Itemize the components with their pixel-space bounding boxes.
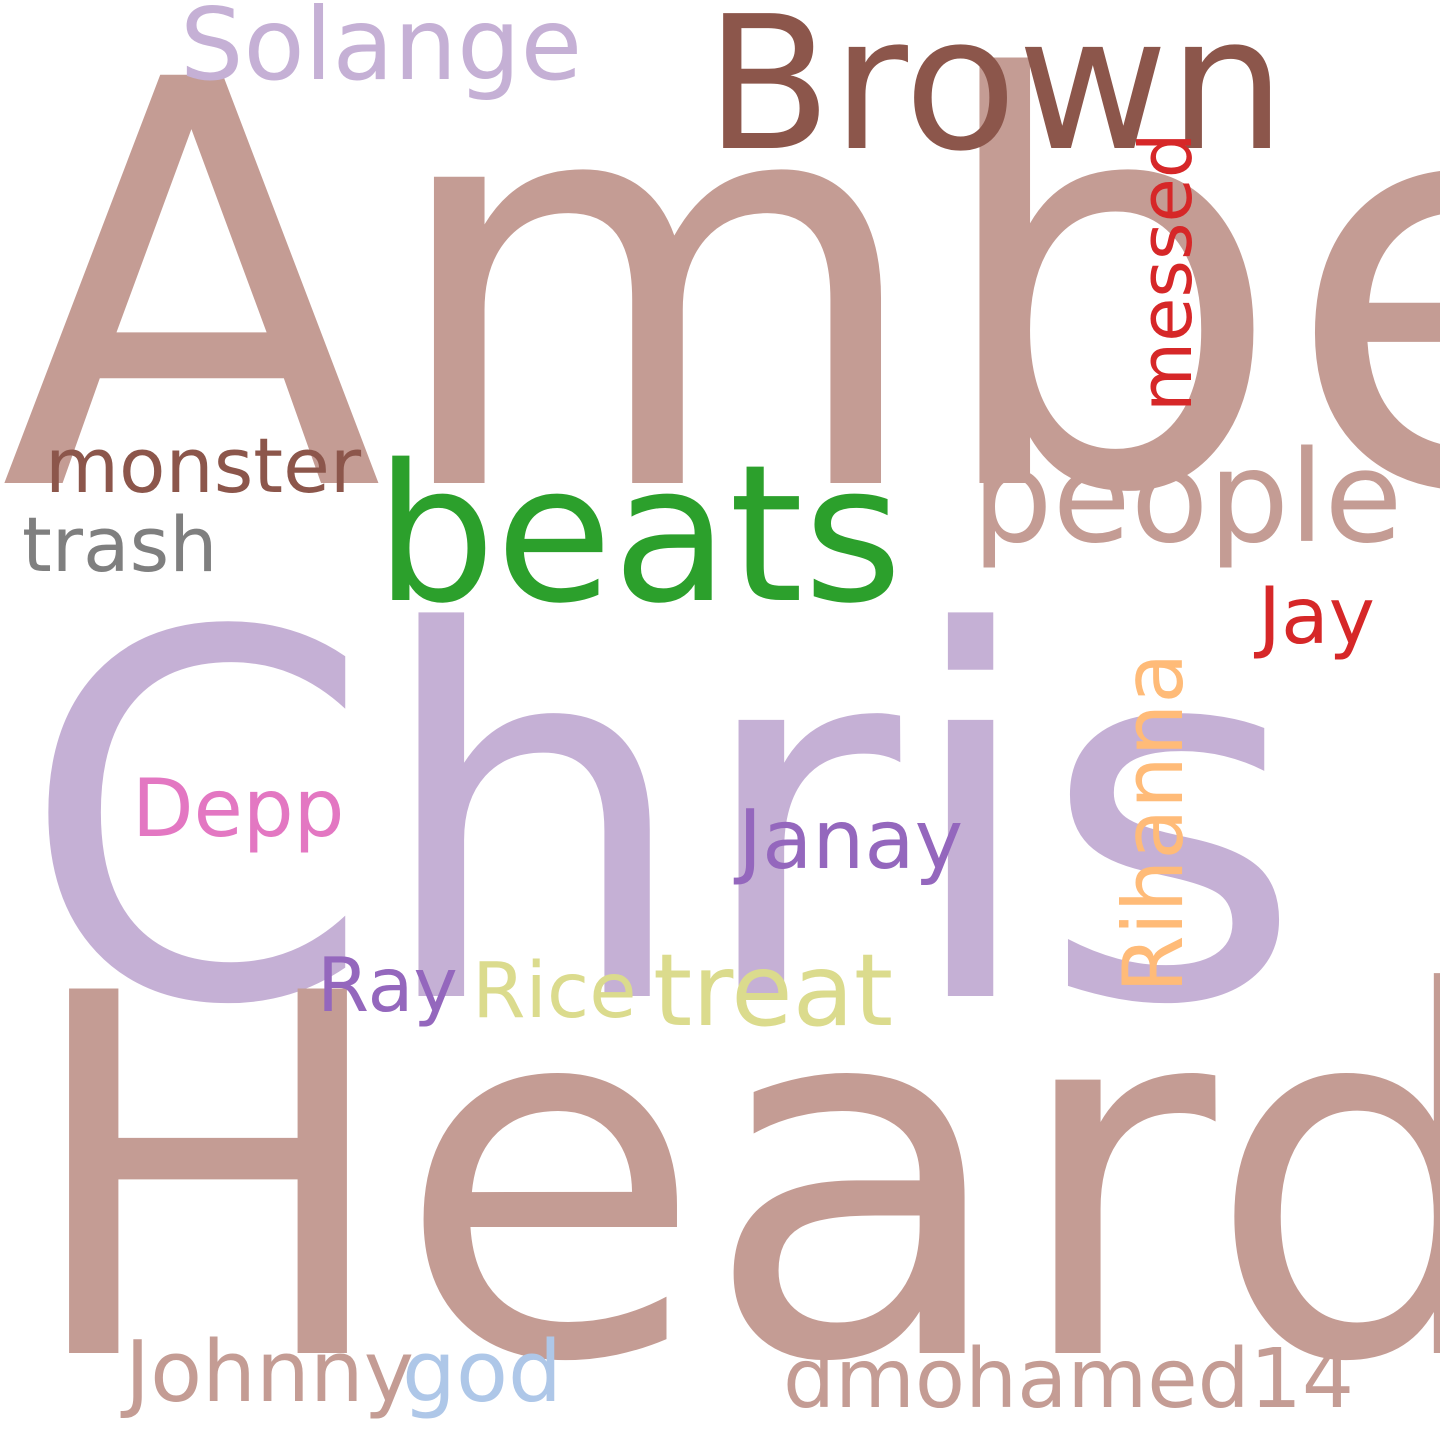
word-god: god xyxy=(402,1323,562,1422)
word-rice: Rice xyxy=(472,947,637,1036)
word-treat: treat xyxy=(653,932,894,1049)
word-people: people xyxy=(972,423,1403,571)
word-dmohamed14: dmohamed14 xyxy=(783,1332,1355,1427)
word-brown: Brown xyxy=(705,0,1286,192)
word-amber: Amber xyxy=(0,0,1440,616)
word-trash: trash xyxy=(22,500,218,589)
word-jay: Jay xyxy=(1258,572,1375,662)
word-messed: messed xyxy=(1124,132,1208,412)
word-heard: Heard xyxy=(20,889,1440,1440)
word-rihanna: Rihanna xyxy=(1105,652,1202,993)
word-johnny: Johnny xyxy=(125,1323,414,1422)
word-solange: Solange xyxy=(180,0,583,103)
word-beats: beats xyxy=(375,424,903,645)
word-janay: Janay xyxy=(738,793,964,888)
word-chris: Chris xyxy=(20,528,1304,1116)
word-depp: Depp xyxy=(132,762,345,855)
word-ray: Ray xyxy=(317,941,458,1029)
word-monster: monster xyxy=(45,421,362,510)
